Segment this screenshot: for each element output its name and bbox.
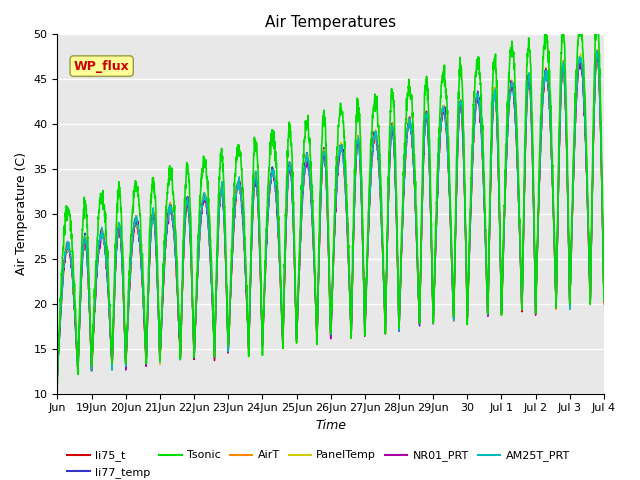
AM25T_PRT: [226, 305, 234, 311]
PanelTemp: [593, 52, 600, 58]
li75_t: [364, 261, 371, 266]
AM25T_PRT: [526, 82, 534, 88]
Tsonic: [54, 382, 61, 387]
PanelTemp: [74, 368, 82, 373]
AirT: [495, 189, 503, 194]
Line: li77_temp: li77_temp: [58, 52, 604, 375]
NR01_PRT: [364, 254, 371, 260]
PanelTemp: [593, 47, 601, 53]
AirT: [54, 373, 61, 379]
li77_temp: [592, 58, 600, 63]
AM25T_PRT: [364, 257, 371, 263]
li77_temp: [526, 85, 534, 91]
li75_t: [226, 306, 234, 312]
li75_t: [592, 59, 600, 64]
PanelTemp: [227, 299, 234, 305]
PanelTemp: [108, 358, 116, 363]
NR01_PRT: [526, 86, 534, 92]
Line: NR01_PRT: NR01_PRT: [58, 51, 604, 375]
AirT: [108, 364, 116, 370]
li77_temp: [364, 254, 371, 260]
li75_t: [600, 299, 608, 305]
NR01_PRT: [592, 59, 600, 64]
li75_t: [495, 195, 503, 201]
Line: PanelTemp: PanelTemp: [58, 50, 604, 371]
NR01_PRT: [226, 311, 234, 317]
NR01_PRT: [593, 48, 601, 54]
AM25T_PRT: [592, 59, 600, 64]
NR01_PRT: [54, 372, 61, 378]
Tsonic: [108, 360, 116, 366]
PanelTemp: [364, 249, 371, 254]
Line: Tsonic: Tsonic: [58, 12, 604, 384]
AirT: [600, 301, 608, 307]
Title: Air Temperatures: Air Temperatures: [265, 15, 396, 30]
AM25T_PRT: [54, 373, 61, 379]
li75_t: [108, 366, 116, 372]
Tsonic: [495, 179, 503, 184]
AirT: [364, 257, 371, 263]
AM25T_PRT: [593, 48, 601, 54]
AM25T_PRT: [495, 192, 503, 198]
AirT: [526, 82, 534, 88]
PanelTemp: [600, 296, 608, 302]
li75_t: [593, 47, 601, 53]
Text: WP_flux: WP_flux: [74, 60, 129, 72]
li77_temp: [54, 372, 61, 378]
li77_temp: [593, 49, 601, 55]
NR01_PRT: [108, 366, 116, 372]
NR01_PRT: [600, 299, 608, 304]
Line: AirT: AirT: [58, 51, 604, 376]
Legend: li75_t, li77_temp, Tsonic, AirT, PanelTemp, NR01_PRT, AM25T_PRT: li75_t, li77_temp, Tsonic, AirT, PanelTe…: [63, 446, 575, 480]
NR01_PRT: [495, 193, 503, 199]
PanelTemp: [54, 367, 61, 373]
li77_temp: [600, 299, 608, 305]
AirT: [592, 57, 600, 62]
AirT: [593, 48, 601, 54]
Tsonic: [592, 21, 600, 26]
li77_temp: [108, 364, 116, 370]
Tsonic: [600, 298, 608, 303]
li77_temp: [495, 192, 503, 198]
li75_t: [54, 373, 61, 379]
AM25T_PRT: [108, 367, 116, 373]
Tsonic: [593, 10, 601, 15]
PanelTemp: [495, 201, 503, 207]
Tsonic: [526, 48, 534, 53]
X-axis label: Time: Time: [315, 419, 346, 432]
Y-axis label: Air Temperature (C): Air Temperature (C): [15, 152, 28, 275]
Line: li75_t: li75_t: [58, 50, 604, 376]
Tsonic: [226, 300, 234, 305]
li75_t: [526, 84, 534, 89]
li77_temp: [226, 306, 234, 312]
PanelTemp: [526, 86, 534, 92]
AirT: [226, 307, 234, 312]
AM25T_PRT: [600, 297, 608, 302]
Line: AM25T_PRT: AM25T_PRT: [58, 51, 604, 376]
Tsonic: [364, 247, 371, 253]
